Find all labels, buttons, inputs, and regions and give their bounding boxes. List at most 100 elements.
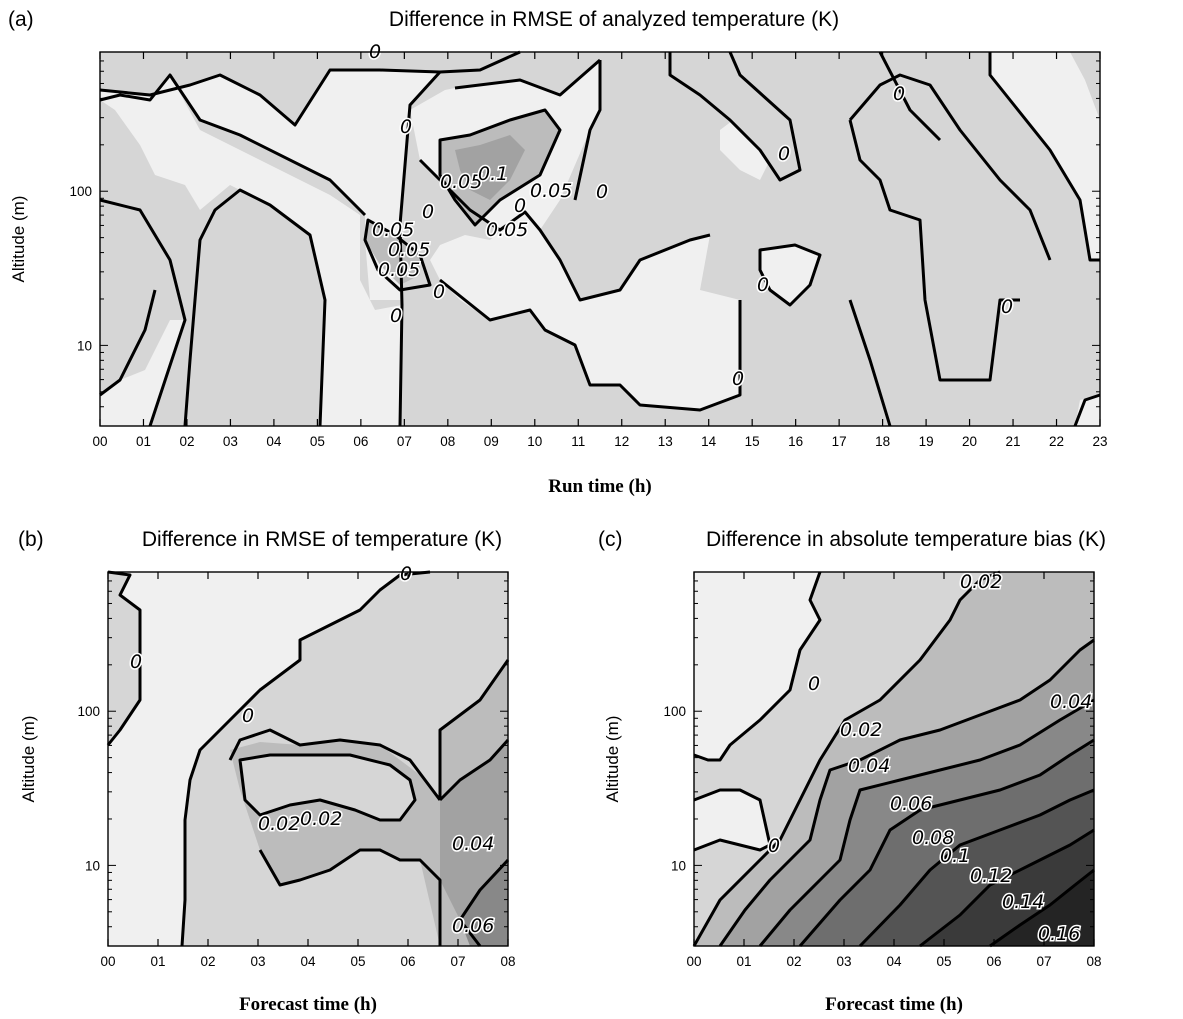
contour-line <box>99 198 187 427</box>
x-tick-label: 13 <box>658 434 673 449</box>
x-tick-label: 12 <box>614 434 629 449</box>
panel-a-title: Difference in RMSE of analyzed temperatu… <box>389 8 839 31</box>
contour-label: 0 <box>400 116 412 138</box>
region-a9 <box>1075 395 1100 426</box>
region-c1 <box>694 572 820 760</box>
x-tick-label: 23 <box>1092 434 1107 449</box>
x-tick-label: 10 <box>527 434 542 449</box>
contour-line <box>758 243 822 307</box>
panel-b-xlabel: Forecast time (h) <box>239 994 377 1015</box>
panel-a-axes: 00 01 02 03 04 05 06 07 08 09 10 11 12 13 14 15 16 17 18 19… <box>69 51 1108 449</box>
contour-label: 0.05 <box>486 219 528 241</box>
contour-label: 0 <box>433 281 445 303</box>
x-tick-label: 18 <box>875 434 890 449</box>
contour-label: 0.05 <box>378 259 420 281</box>
x-tick-label: 21 <box>1006 434 1021 449</box>
contour-label: 0.02 <box>840 719 882 741</box>
contour-label: 0 <box>732 368 744 390</box>
contour-line <box>693 571 822 762</box>
contour-label: 0 <box>422 201 434 223</box>
x-tick-label: 22 <box>1049 434 1064 449</box>
region-a2 <box>100 75 402 426</box>
contour-label: 0 <box>768 835 780 857</box>
x-tick-label: 20 <box>962 434 977 449</box>
contour-label: 0.05 <box>388 239 430 261</box>
contour-label: 0.05 <box>372 219 414 241</box>
x-tick-label: 03 <box>250 954 265 969</box>
panel-c: (c) Difference in absolute temperature b… <box>598 528 1106 1015</box>
panel-b-title: Difference in RMSE of temperature (K) <box>142 528 502 551</box>
x-tick-label: 02 <box>179 434 194 449</box>
contour-label: 0.04 <box>1050 691 1092 713</box>
x-tick-label: 05 <box>350 954 365 969</box>
x-tick-label: 06 <box>400 954 415 969</box>
panel-c-xlabel: Forecast time (h) <box>825 994 963 1015</box>
contour-line <box>878 51 942 142</box>
x-tick-label: 08 <box>500 954 515 969</box>
contour-line <box>668 51 802 182</box>
contour-label: 0 <box>1001 296 1013 318</box>
panel-a-ylabel: Altitude (m) <box>9 196 28 283</box>
panel-c-ylabel: Altitude (m) <box>603 716 622 803</box>
panel-c-label: (c) <box>598 528 623 551</box>
x-tick-label: 04 <box>300 954 316 969</box>
contour-line <box>919 828 1095 948</box>
x-tick-label: 16 <box>788 434 803 449</box>
x-tick-label: 02 <box>200 954 215 969</box>
y-tick-label: 100 <box>663 704 686 719</box>
contour-line <box>458 858 510 947</box>
contour-label: 0 <box>808 673 820 695</box>
panel-a-xlabel: Run time (h) <box>548 476 651 497</box>
contour-label: 0.06 <box>452 915 494 937</box>
y-tick-label: 10 <box>85 858 100 873</box>
y-tick-label: 100 <box>77 704 100 719</box>
panel-b-ylabel: Altitude (m) <box>19 716 38 803</box>
contour-label: 0 <box>130 651 142 673</box>
contour-line <box>848 299 892 427</box>
y-tick-label: 10 <box>671 858 686 873</box>
x-tick-label: 02 <box>786 954 801 969</box>
contour-line <box>363 218 432 292</box>
contour-line <box>99 68 441 127</box>
panel-c-plot-area <box>692 570 1095 948</box>
contour-line <box>258 848 442 946</box>
contour-line <box>573 60 602 201</box>
contour-line <box>693 788 772 852</box>
x-tick-label: 07 <box>1036 954 1051 969</box>
panel-c-title: Difference in absolute temperature bias … <box>706 528 1106 551</box>
y-tick-label: 100 <box>69 184 92 199</box>
contour-label: 0.05 <box>440 171 482 193</box>
x-tick-label: 07 <box>450 954 465 969</box>
contour-label: 0.02 <box>300 808 342 830</box>
x-tick-label: 03 <box>223 434 238 449</box>
contour-line <box>398 50 521 427</box>
x-tick-label: 14 <box>701 434 717 449</box>
region-a-pos2 <box>455 135 525 200</box>
contour-label: 0.06 <box>890 793 932 815</box>
contour-line <box>180 570 431 947</box>
contour-line <box>238 753 417 822</box>
x-tick-label: 00 <box>92 434 107 449</box>
x-tick-label: 01 <box>150 954 165 969</box>
contour-label: 0 <box>514 195 526 217</box>
region-a8 <box>670 52 800 180</box>
x-tick-label: 05 <box>310 434 325 449</box>
x-tick-label: 04 <box>266 434 282 449</box>
contour-line <box>848 73 1052 261</box>
x-tick-label: 09 <box>484 434 499 449</box>
region-a7 <box>990 52 1100 260</box>
contour-label: 0.04 <box>848 755 890 777</box>
panel-b-label: (b) <box>18 528 44 551</box>
panel-a-plot-area <box>99 50 1101 427</box>
x-tick-label: 00 <box>686 954 701 969</box>
contour-line <box>99 73 367 217</box>
contour-line <box>106 570 142 746</box>
contour-line <box>798 738 1095 947</box>
region-a6 <box>850 75 1050 380</box>
contour-label: 0.14 <box>1002 891 1044 913</box>
contour-line <box>1073 393 1101 427</box>
y-tick-label: 10 <box>77 338 92 353</box>
